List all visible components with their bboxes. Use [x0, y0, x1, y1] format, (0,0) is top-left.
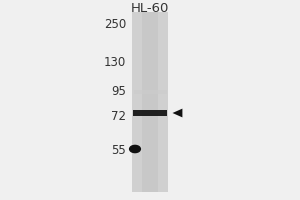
Text: 72: 72: [111, 110, 126, 123]
Text: 95: 95: [111, 85, 126, 98]
Text: HL-60: HL-60: [131, 2, 169, 16]
Text: 250: 250: [104, 18, 126, 30]
Bar: [142, 12, 158, 192]
Text: 55: 55: [111, 144, 126, 158]
Text: 130: 130: [104, 55, 126, 68]
Bar: [134, 90, 166, 94]
Circle shape: [130, 145, 140, 153]
Bar: [133, 110, 167, 116]
Polygon shape: [172, 109, 182, 117]
Bar: [132, 12, 168, 192]
